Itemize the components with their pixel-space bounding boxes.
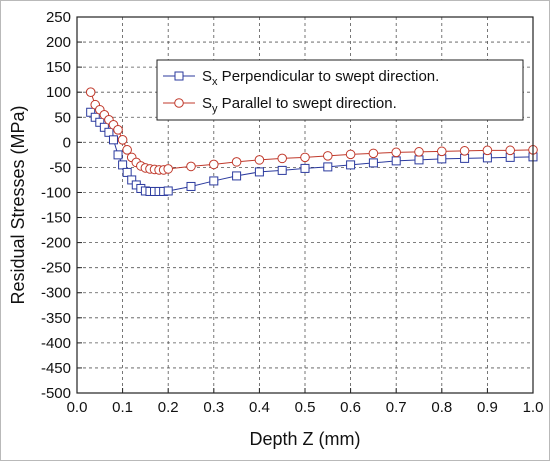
y-tick-label: -300	[41, 285, 71, 302]
data-point-y	[163, 164, 173, 174]
x-tick-label: 0.1	[112, 399, 133, 416]
x-tick-label: 0.4	[249, 399, 270, 416]
legend-label: Sx Perpendicular to swept direction.	[202, 68, 439, 88]
x-tick-label: 0.5	[295, 399, 316, 416]
data-point-y	[186, 161, 196, 172]
data-point-y	[254, 155, 265, 165]
legend-subscript: x	[212, 76, 218, 88]
data-point-y	[85, 87, 96, 97]
x-tick-label: 0.0	[67, 399, 88, 416]
data-point-x	[99, 122, 109, 132]
data-point-y	[323, 151, 333, 161]
x-tick-label: 1.0	[523, 399, 544, 416]
x-tick-label: 0.3	[203, 399, 224, 416]
series-y	[85, 87, 538, 175]
y-tick-label: -350	[41, 310, 71, 327]
data-point-x	[323, 162, 333, 172]
data-point-x	[108, 135, 118, 145]
data-point-y	[482, 145, 493, 156]
y-tick-label: -500	[41, 385, 71, 402]
legend-marker	[174, 98, 184, 108]
y-tick-label: -200	[41, 235, 71, 252]
x-axis-label: Depth Z (mm)	[249, 429, 360, 449]
data-point-y	[345, 149, 356, 160]
data-point-x	[300, 163, 310, 173]
series-layer	[85, 87, 538, 196]
data-point-y	[391, 147, 402, 158]
x-tick-label: 0.9	[477, 399, 498, 416]
tick-layer: 0.0 0.1 0.2 0.3 0.4 0.5 0.6 0.7 0.8 0.9 1.0 250 200 1…	[41, 9, 543, 416]
legend: Sx Perpendicular to swept direction.Sy P…	[156, 59, 524, 121]
data-point-x	[368, 158, 378, 168]
y-tick-label: 50	[54, 109, 71, 126]
data-point-x	[118, 160, 128, 170]
data-point-y	[459, 146, 470, 156]
data-point-y	[231, 157, 242, 167]
x-tick-label: 0.7	[386, 399, 407, 416]
legend-subscript: y	[212, 103, 218, 115]
data-point-x	[113, 150, 123, 160]
y-tick-label: -450	[41, 360, 71, 377]
x-tick-label: 0.6	[340, 399, 361, 416]
y-tick-label: -400	[41, 335, 71, 352]
data-point-x	[186, 181, 196, 191]
data-point-x	[95, 117, 105, 127]
legend-description: Parallel to swept direction.	[218, 95, 397, 112]
y-tick-label: 250	[46, 9, 71, 26]
y-tick-label: -100	[41, 184, 71, 201]
data-point-y	[277, 153, 288, 164]
data-point-x	[104, 127, 114, 137]
x-tick-label: 0.8	[431, 399, 452, 416]
y-tick-label: 0	[63, 134, 71, 151]
data-point-y	[113, 125, 123, 135]
data-point-x	[127, 175, 137, 185]
x-tick-label: 0.2	[158, 399, 179, 416]
y-tick-label: 150	[46, 59, 71, 76]
legend-symbol: S	[202, 68, 212, 85]
y-axis-label: Residual Stresses (MPa)	[8, 105, 28, 304]
data-point-y	[437, 146, 447, 157]
data-point-x	[163, 186, 173, 196]
data-point-x	[277, 165, 287, 175]
data-point-y	[368, 148, 379, 159]
data-point-x	[232, 171, 242, 181]
y-tick-label: -150	[41, 210, 71, 227]
data-point-y	[300, 152, 310, 163]
data-point-x	[391, 156, 401, 166]
y-tick-label: -50	[49, 159, 71, 176]
series-x	[86, 107, 538, 196]
data-point-x	[122, 167, 132, 177]
data-point-x	[254, 167, 264, 177]
data-point-x	[86, 107, 96, 117]
legend-symbol: S	[202, 95, 212, 112]
legend-box	[156, 59, 524, 121]
data-point-y	[122, 145, 132, 155]
y-tick-label: 200	[46, 34, 71, 51]
data-point-y	[414, 147, 424, 157]
legend-label: Sy Parallel to swept direction.	[202, 95, 397, 115]
data-point-y	[209, 159, 219, 170]
y-tick-label: -250	[41, 260, 71, 277]
data-point-y	[117, 135, 128, 145]
y-tick-label: 100	[46, 84, 71, 101]
data-point-x	[90, 112, 100, 122]
legend-description: Perpendicular to swept direction.	[218, 68, 440, 85]
legend-marker	[174, 71, 184, 81]
data-point-x	[209, 176, 219, 186]
data-point-y	[505, 145, 516, 156]
data-point-x	[414, 155, 424, 165]
data-point-x	[346, 160, 356, 170]
